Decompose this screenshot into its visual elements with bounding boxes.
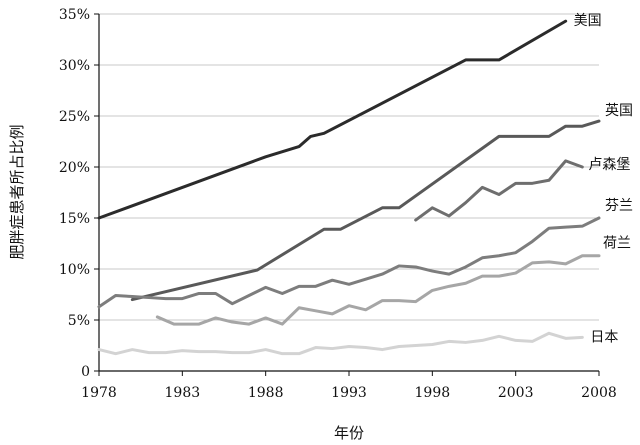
y-tick-label: 20% — [59, 160, 90, 176]
series-label-0: 美国 — [574, 13, 602, 29]
series-line-1 — [130, 119, 601, 302]
series-label-1: 英国 — [605, 102, 633, 119]
y-tick-label: 25% — [59, 109, 90, 125]
axis-layer — [98, 14, 599, 372]
y-tick-label: 10% — [59, 262, 90, 278]
tick-layer: 0 5% 10% 15% 20% 25% 30% 35% 1978 1983 1988 1993 199… — [59, 7, 617, 401]
x-tick-label: 1993 — [331, 385, 367, 401]
y-axis-title: 肥胖症患者所占比例 — [8, 124, 26, 259]
x-tick-label: 1983 — [165, 385, 201, 401]
series-line-2 — [414, 159, 584, 222]
y-tick-label: 15% — [59, 211, 90, 227]
x-tick-label: 1998 — [415, 385, 451, 401]
x-tick-label: 2008 — [581, 385, 617, 401]
series-line-0 — [97, 19, 568, 220]
y-tick-label: 5% — [68, 313, 90, 329]
x-tick-label: 1978 — [81, 385, 117, 401]
y-tick-label: 0 — [81, 364, 90, 380]
series-label-5: 日本 — [590, 329, 618, 345]
y-tick-label: 30% — [59, 58, 90, 74]
series-layer — [97, 19, 601, 356]
series-label-4: 荷兰 — [603, 236, 631, 252]
grid-layer — [99, 13, 599, 321]
series-line-4 — [155, 254, 601, 326]
series-line-5 — [97, 331, 584, 356]
series-label-3: 芬兰 — [605, 198, 633, 214]
x-tick-label: 2003 — [498, 385, 534, 401]
x-axis-title: 年份 — [334, 424, 364, 442]
x-tick-label: 1988 — [248, 385, 284, 401]
series-line-3 — [97, 216, 601, 309]
series-label-2: 卢森堡 — [588, 157, 630, 173]
y-tick-label: 35% — [59, 7, 90, 23]
